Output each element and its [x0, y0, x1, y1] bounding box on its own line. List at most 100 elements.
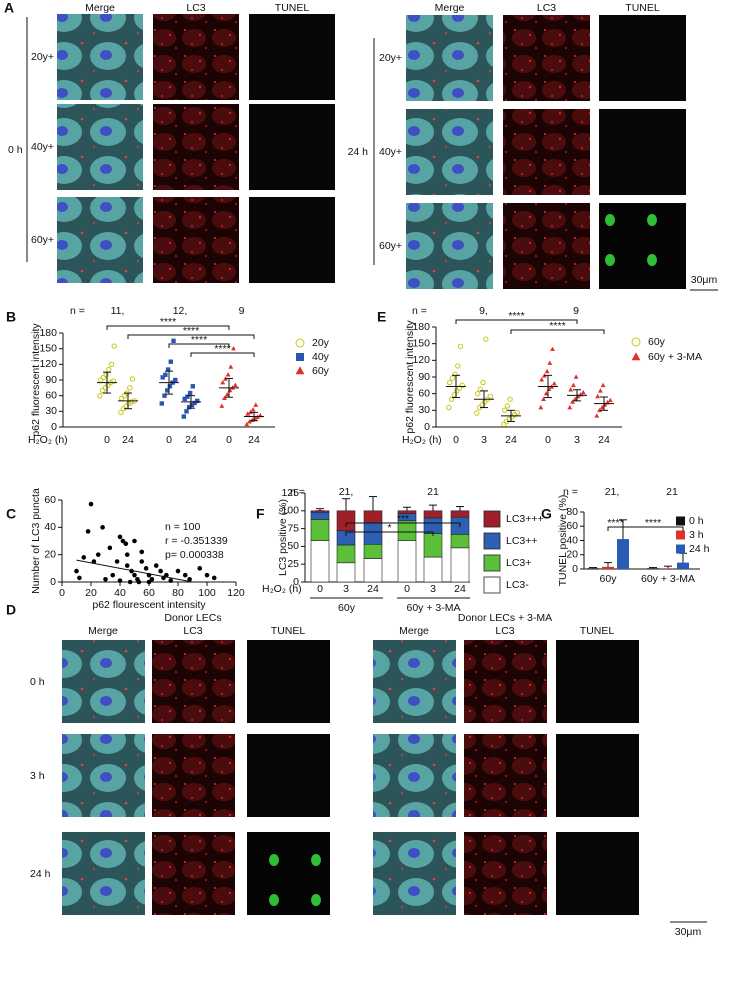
micrograph [464, 734, 547, 817]
annotation: p= 0.000338 [165, 549, 224, 561]
data-point [250, 407, 256, 412]
data-point [149, 576, 155, 582]
micrograph [464, 832, 547, 915]
y-tick-label: 60 [418, 387, 430, 399]
data-point [570, 399, 575, 404]
x-tick-label: 20 [85, 587, 97, 599]
data-point [74, 568, 79, 574]
time-label: 24 h [348, 146, 369, 158]
data-point [100, 374, 107, 381]
data-point [160, 375, 165, 380]
legend-swatch [483, 576, 501, 594]
data-point [77, 575, 82, 581]
legend-swatch [676, 530, 685, 540]
data-point [158, 568, 163, 574]
y-axis-label: p62 fluorescent intensity [404, 320, 416, 434]
data-point [597, 388, 603, 393]
bar [662, 568, 674, 569]
y-tick-label: 30 [45, 405, 57, 417]
y-tick-label: 150 [39, 342, 57, 354]
x-tick-label: 100 [198, 587, 216, 599]
column-header: Merge [435, 2, 465, 14]
data-point [187, 390, 193, 396]
column-header: TUNEL [275, 2, 310, 14]
data-point [108, 361, 115, 368]
data-point [501, 421, 507, 427]
legend-label: LC3+++ [506, 513, 544, 525]
bar-segment [450, 510, 470, 518]
y-tick-label: 150 [412, 337, 430, 349]
bar-segment [336, 510, 356, 532]
significance-bracket [168, 343, 230, 348]
bar [647, 568, 659, 569]
data-point [187, 404, 192, 410]
data-point [224, 391, 230, 397]
data-point [455, 363, 461, 369]
x-tick-label: 3 [574, 434, 580, 446]
legend-label: LC3- [506, 579, 529, 591]
data-point [220, 379, 226, 385]
significance-label: **** [549, 320, 565, 332]
legend-label: LC3++ [506, 535, 538, 547]
x-tick-label: 0 [453, 434, 459, 446]
bar [587, 568, 599, 569]
bar-segment [363, 510, 383, 524]
n-value: 9 [573, 305, 579, 317]
data-point [482, 399, 488, 405]
x-tick-label: 24 [505, 434, 517, 446]
scale-bar-label: 30μm [675, 926, 702, 938]
data-point [544, 368, 550, 374]
data-point [117, 578, 123, 583]
n-label: n = [290, 486, 305, 498]
significance-label: **** [160, 316, 176, 328]
micrograph [503, 203, 590, 289]
data-point [181, 414, 186, 419]
bar [617, 539, 629, 569]
legend-label: 24 h [689, 543, 710, 555]
data-point [103, 372, 109, 378]
data-point [120, 538, 126, 544]
micrograph [249, 104, 335, 190]
y-tick-label: 80 [566, 506, 578, 518]
y-axis-label: LC3 positive (%) [277, 499, 289, 576]
n-value: 21, [605, 486, 620, 498]
n-label: n = [70, 305, 85, 317]
data-point [143, 566, 149, 571]
micrograph [153, 104, 239, 190]
row-label: 20y+ [379, 52, 402, 64]
n-value: 12, [173, 305, 188, 317]
n-value: 21 [666, 486, 678, 498]
data-point [452, 371, 458, 377]
y-axis-label: p62 fluorescent intensity [30, 323, 42, 437]
x-axis-label: H₂O₂ (h) [262, 583, 302, 595]
row-label: 60y+ [31, 234, 54, 246]
data-point [163, 372, 168, 377]
data-point [211, 575, 217, 581]
data-point [507, 396, 513, 402]
data-point [117, 534, 123, 540]
data-point [175, 568, 181, 574]
x-axis-label: H₂O₂ (h) [402, 434, 442, 446]
panel-label: B [6, 309, 16, 325]
legend-swatch [676, 516, 685, 526]
micrograph [503, 15, 590, 101]
data-point [119, 395, 125, 401]
data-point [599, 404, 605, 410]
data-point [597, 407, 602, 413]
y-tick-label: 180 [412, 321, 430, 333]
y-tick-label: 60 [44, 494, 56, 506]
data-point [595, 393, 601, 399]
data-point [448, 396, 455, 402]
micrograph [249, 197, 335, 283]
micrograph [247, 832, 330, 915]
data-point [446, 404, 452, 411]
n-value: 9 [239, 305, 245, 317]
micrograph [556, 832, 639, 915]
group-label: 60y [338, 602, 356, 614]
panel-label: D [6, 602, 16, 618]
x-tick-label: 24 [454, 583, 466, 595]
significance-bracket [106, 325, 230, 330]
bar-segment [423, 510, 443, 519]
panel-label: G [541, 506, 552, 522]
data-point [123, 541, 129, 547]
